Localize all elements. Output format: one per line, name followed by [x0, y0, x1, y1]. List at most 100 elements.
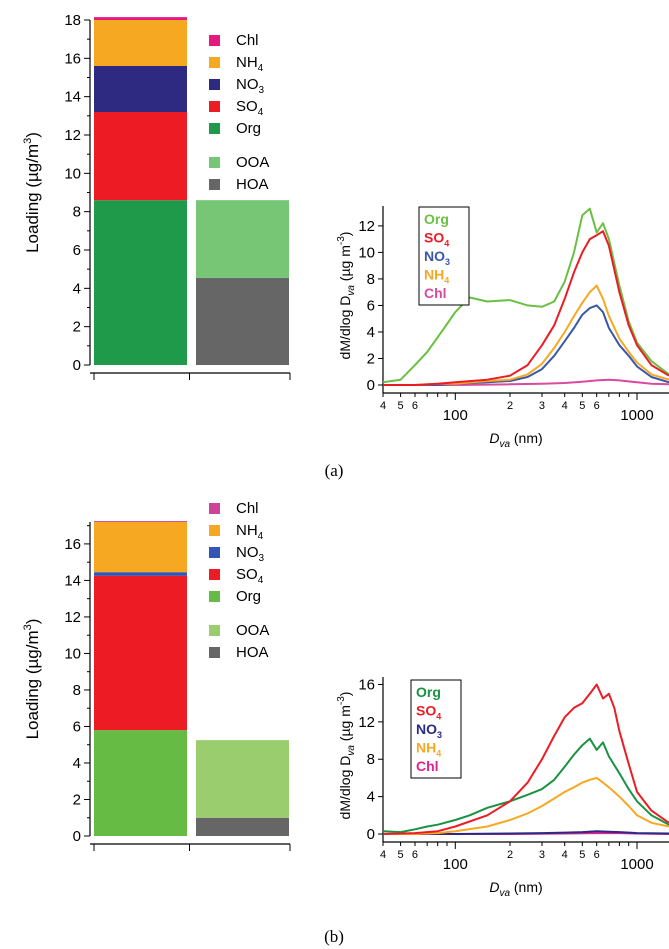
y-tick-label: 12 — [64, 127, 81, 144]
legend-swatch — [209, 79, 220, 90]
bar-segment-hoa — [196, 817, 289, 836]
legend-label-no3: NO3 — [424, 248, 450, 267]
legend-label: Chl — [236, 32, 259, 49]
y-tick-label: 2 — [367, 350, 375, 367]
legend-swatch — [209, 503, 220, 514]
legend-swatch — [209, 647, 220, 658]
y-tick-label: 16 — [358, 676, 375, 693]
y-tick-label: 16 — [64, 50, 81, 67]
legend-label-no3: NO3 — [416, 721, 442, 740]
y-tick-label: 6 — [367, 297, 375, 314]
legend-label: Org — [236, 588, 261, 605]
bar-segment-nh4 — [94, 522, 187, 573]
x-minor-tick-label: 6 — [412, 400, 418, 412]
caption-b: (b) — [324, 927, 344, 946]
bar-segment-chl — [94, 521, 187, 522]
legend-label-nh4: NH4 — [424, 267, 449, 286]
x-minor-tick-label: 2 — [507, 400, 513, 412]
y-tick-label: 10 — [64, 165, 81, 182]
legend-label: NH4 — [236, 54, 264, 74]
y-tick-label: 2 — [73, 319, 81, 336]
legend-label-org: Org — [416, 684, 441, 700]
x-minor-tick-label: 4 — [380, 849, 386, 861]
series-line-no3 — [383, 830, 669, 835]
y-tick-label: 2 — [73, 791, 81, 808]
x-minor-tick-label: 5 — [398, 849, 404, 861]
legend-box — [418, 206, 470, 306]
x-major-tick-label: 1000 — [620, 856, 653, 873]
x-minor-tick-label: 5 — [398, 400, 404, 412]
legend-label: SO4 — [236, 98, 264, 118]
legend-label-org: Org — [424, 211, 449, 227]
series-line-so4 — [382, 683, 669, 835]
legend-label-so4: SO4 — [416, 703, 441, 722]
legend-label-chl: Chl — [424, 285, 447, 301]
bar-segment-no3 — [94, 572, 187, 576]
legend-label: NH4 — [236, 522, 264, 542]
legend-swatch — [209, 57, 220, 68]
y-tick-label: 10 — [358, 244, 375, 261]
y-tick-label: 12 — [358, 714, 375, 731]
y-tick-label: 4 — [73, 280, 81, 297]
x-minor-tick-label: 5 — [579, 849, 585, 861]
bar-segment-hoa — [196, 277, 289, 365]
y-axis-title: Loading (µg/m3) — [22, 132, 42, 253]
legend-label: HOA — [236, 644, 269, 661]
x-major-tick-label: 100 — [443, 407, 468, 424]
bar-segment-org — [94, 730, 187, 836]
y-tick-label: 8 — [73, 682, 81, 699]
x-minor-tick-label: 6 — [412, 849, 418, 861]
series-line-chl — [383, 378, 669, 386]
y-tick-label: 8 — [367, 751, 375, 768]
x-minor-tick-label: 4 — [380, 400, 386, 412]
legend-swatch — [209, 101, 220, 112]
legend-swatch — [209, 591, 220, 602]
series-line-nh4 — [383, 776, 669, 835]
y-tick-label: 6 — [73, 718, 81, 735]
legend-swatch — [209, 35, 220, 46]
x-minor-tick-label: 5 — [579, 400, 585, 412]
legend-label: Chl — [236, 500, 259, 517]
legend-swatch — [209, 525, 220, 536]
y-tick-label: 0 — [73, 357, 81, 374]
legend-swatch — [209, 547, 220, 558]
legend-label: NO3 — [236, 544, 265, 564]
series-line-nh4 — [383, 284, 669, 386]
legend-label-so4: SO4 — [424, 230, 449, 249]
x-axis-title: Dva (nm) — [489, 430, 542, 450]
y-tick-label: 12 — [64, 609, 81, 626]
x-minor-tick-label: 6 — [594, 400, 600, 412]
y-tick-label: 16 — [64, 536, 81, 553]
legend-label: HOA — [236, 176, 269, 193]
y-tick-label: 4 — [367, 789, 375, 806]
y-tick-label: 8 — [367, 271, 375, 288]
legend-label: OOA — [236, 154, 269, 171]
y-tick-label: 14 — [64, 572, 81, 589]
bar-segment-org — [94, 200, 187, 365]
y-axis-title: dM/dlog Dva (µg m-3) — [336, 692, 357, 820]
x-minor-tick-label: 4 — [562, 400, 568, 412]
series-line-so4 — [383, 230, 669, 386]
y-tick-label: 0 — [367, 826, 375, 843]
x-minor-tick-label: 4 — [562, 849, 568, 861]
bar-segment-chl — [94, 17, 187, 20]
caption-a: (a) — [325, 461, 344, 480]
legend-label: SO4 — [236, 566, 264, 586]
y-tick-label: 4 — [367, 324, 375, 341]
legend-label: OOA — [236, 622, 269, 639]
bar-segment-ooa — [196, 740, 289, 818]
legend-swatch — [209, 179, 220, 190]
y-tick-label: 4 — [73, 755, 81, 772]
y-tick-label: 0 — [73, 828, 81, 845]
legend-label-chl: Chl — [416, 758, 439, 774]
y-tick-label: 6 — [73, 242, 81, 259]
legend-swatch — [209, 625, 220, 636]
legend-label: Org — [236, 120, 261, 137]
legend-label: NO3 — [236, 76, 265, 96]
bar-segment-so4 — [94, 575, 187, 731]
x-minor-tick-label: 2 — [507, 849, 513, 861]
y-tick-label: 12 — [358, 218, 375, 235]
bar-segment-ooa — [196, 200, 289, 278]
